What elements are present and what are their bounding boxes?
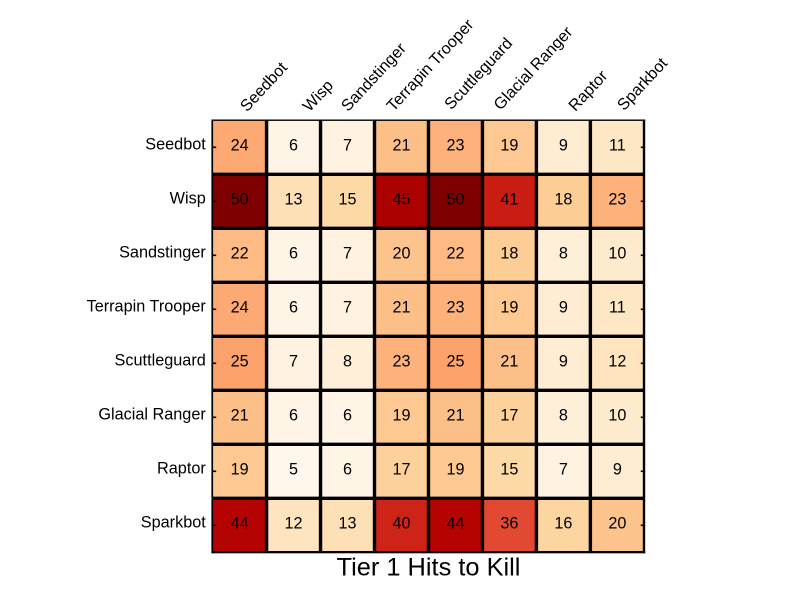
svg-text:22: 22 [446, 245, 464, 263]
svg-text:Seedbot: Seedbot [145, 136, 206, 154]
svg-text:9: 9 [559, 353, 568, 371]
svg-text:16: 16 [554, 515, 572, 533]
svg-text:44: 44 [231, 515, 249, 533]
svg-text:5: 5 [289, 461, 298, 479]
svg-text:6: 6 [289, 137, 298, 155]
svg-text:40: 40 [392, 515, 410, 533]
svg-text:20: 20 [608, 515, 626, 533]
svg-text:Wisp: Wisp [170, 190, 206, 208]
svg-text:7: 7 [289, 353, 298, 371]
svg-text:24: 24 [231, 137, 249, 155]
svg-text:19: 19 [392, 407, 410, 425]
svg-text:Terrapin Trooper: Terrapin Trooper [87, 298, 207, 316]
svg-text:7: 7 [343, 137, 352, 155]
svg-text:8: 8 [559, 407, 568, 425]
svg-text:23: 23 [608, 191, 626, 209]
svg-text:10: 10 [608, 407, 626, 425]
svg-text:9: 9 [613, 461, 622, 479]
svg-text:13: 13 [285, 191, 303, 209]
svg-text:9: 9 [559, 137, 568, 155]
svg-text:50: 50 [231, 191, 249, 209]
svg-text:Tier 1 Hits to Kill: Tier 1 Hits to Kill [337, 554, 521, 582]
svg-text:22: 22 [231, 245, 249, 263]
svg-text:Sparkbot: Sparkbot [141, 514, 207, 532]
svg-text:7: 7 [559, 461, 568, 479]
svg-text:21: 21 [231, 407, 249, 425]
svg-text:36: 36 [500, 515, 518, 533]
svg-text:Raptor: Raptor [157, 460, 206, 478]
svg-text:7: 7 [343, 245, 352, 263]
svg-text:21: 21 [500, 353, 518, 371]
svg-text:19: 19 [500, 299, 518, 317]
svg-text:19: 19 [231, 461, 249, 479]
svg-text:20: 20 [392, 245, 410, 263]
svg-text:18: 18 [500, 245, 518, 263]
svg-text:6: 6 [343, 407, 352, 425]
svg-text:Scuttleguard: Scuttleguard [115, 352, 206, 370]
svg-text:11: 11 [609, 299, 626, 317]
svg-text:25: 25 [231, 353, 249, 371]
svg-text:17: 17 [500, 407, 518, 425]
svg-text:19: 19 [446, 461, 464, 479]
svg-text:13: 13 [339, 515, 357, 533]
svg-text:23: 23 [446, 137, 464, 155]
svg-text:25: 25 [446, 353, 464, 371]
svg-text:19: 19 [500, 137, 518, 155]
svg-text:15: 15 [500, 461, 518, 479]
svg-text:6: 6 [289, 245, 298, 263]
svg-text:6: 6 [289, 407, 298, 425]
svg-text:8: 8 [559, 245, 568, 263]
svg-text:24: 24 [231, 299, 249, 317]
svg-text:6: 6 [289, 299, 298, 317]
svg-text:9: 9 [559, 299, 568, 317]
svg-text:41: 41 [500, 191, 518, 209]
svg-text:10: 10 [608, 245, 626, 263]
svg-text:8: 8 [343, 353, 352, 371]
svg-text:44: 44 [446, 515, 464, 533]
svg-text:12: 12 [608, 353, 626, 371]
svg-text:11: 11 [609, 137, 626, 155]
svg-text:Glacial Ranger: Glacial Ranger [98, 406, 206, 424]
svg-text:21: 21 [392, 299, 410, 317]
svg-text:18: 18 [554, 191, 572, 209]
svg-text:45: 45 [392, 191, 410, 209]
svg-text:15: 15 [339, 191, 357, 209]
svg-text:21: 21 [446, 407, 464, 425]
svg-text:23: 23 [392, 353, 410, 371]
svg-text:6: 6 [343, 461, 352, 479]
svg-text:Sandstinger: Sandstinger [119, 244, 206, 262]
svg-text:21: 21 [392, 137, 410, 155]
svg-text:23: 23 [446, 299, 464, 317]
svg-text:12: 12 [285, 515, 303, 533]
svg-text:17: 17 [392, 461, 410, 479]
svg-text:50: 50 [446, 191, 464, 209]
svg-text:7: 7 [343, 299, 352, 317]
